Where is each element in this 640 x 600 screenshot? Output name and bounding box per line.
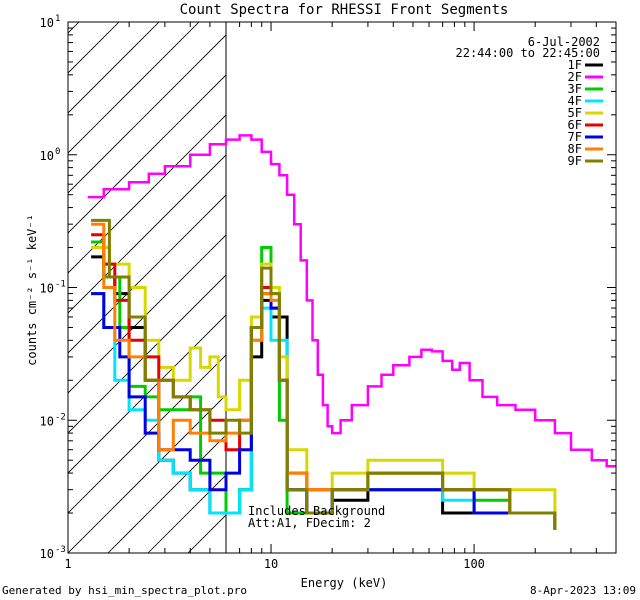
y-tick-exponent: 1	[55, 14, 60, 24]
y-tick-label: 10	[40, 547, 54, 561]
series-line-7f	[91, 292, 557, 530]
y-tick-exponent: -2	[55, 412, 66, 422]
footer-generator: Generated by hsi_min_spectra_plot.pro	[2, 584, 247, 597]
legend-label-2f: 2F	[568, 70, 582, 84]
hatch-line	[107, 434, 226, 553]
hatch-line	[588, 0, 640, 553]
hatch-line	[628, 0, 640, 553]
hatch-line	[68, 314, 226, 474]
series-layer	[87, 134, 616, 530]
y-tick-label: 10	[40, 149, 54, 163]
series-line-9f	[91, 218, 557, 530]
x-tick-label: 1	[64, 557, 71, 571]
x-tick-label: 10	[264, 557, 278, 571]
y-tick-exponent: 0	[55, 147, 60, 157]
hatch-line	[68, 114, 226, 274]
hatch-line	[68, 194, 226, 354]
hatch-line	[68, 274, 226, 434]
hatch-line	[68, 22, 160, 114]
annotation-attenuator: Att:A1, FDecim: 2	[248, 516, 371, 530]
hatch-line	[388, 0, 640, 553]
hatch-line	[68, 22, 120, 74]
chart-title: Count Spectra for RHESSI Front Segments	[180, 2, 509, 18]
x-tick-label: 100	[463, 557, 485, 571]
hatch-line	[0, 0, 108, 553]
legend-label-6f: 6F	[568, 118, 582, 132]
hatch-line	[468, 0, 640, 553]
attenuator-hatch-region	[0, 0, 640, 553]
series-line-2f	[87, 134, 616, 468]
legend-date: 6-Jul-2002	[528, 35, 600, 49]
legend-label-7f: 7F	[568, 130, 582, 144]
footer-timestamp: 8-Apr-2023 13:09	[530, 584, 636, 597]
y-tick-exponent: -1	[55, 280, 66, 290]
hatch-line	[68, 34, 226, 194]
x-axis-label: Energy (keV)	[301, 576, 388, 590]
legend-time-range: 22:44:00 to 22:45:00	[456, 46, 601, 60]
x-tick-labels: 1 10 100	[64, 557, 485, 571]
y-axis-label: counts cm⁻² s⁻¹ keV⁻¹	[25, 214, 39, 366]
hatch-line	[428, 0, 640, 553]
annotation-background: Includes Background	[248, 504, 385, 518]
y-tick-label: 10	[40, 414, 54, 428]
series-line-4f	[91, 292, 557, 530]
legend-label-1f: 1F	[568, 58, 582, 72]
legend-label-4f: 4F	[568, 94, 582, 108]
hatch-line	[68, 22, 200, 154]
legend-label-9f: 9F	[568, 154, 582, 168]
legend-label-5f: 5F	[568, 106, 582, 120]
hatch-line	[308, 0, 640, 553]
legend-label-8f: 8F	[568, 142, 582, 156]
hatch-line	[68, 154, 226, 314]
hatch-line	[268, 0, 640, 553]
legend-label-3f: 3F	[568, 82, 582, 96]
y-tick-exponent: -3	[55, 545, 66, 555]
hatch-line	[68, 234, 226, 394]
hatch-line	[147, 474, 226, 553]
hatch-line	[68, 394, 226, 553]
hatch-line	[548, 0, 640, 553]
plot-frame	[67, 21, 617, 554]
hatch-line	[348, 0, 640, 553]
hatch-line	[68, 354, 226, 514]
axis-ticks	[67, 22, 617, 554]
y-tick-label: 10	[40, 16, 54, 30]
y-tick-label: 10	[40, 282, 54, 296]
